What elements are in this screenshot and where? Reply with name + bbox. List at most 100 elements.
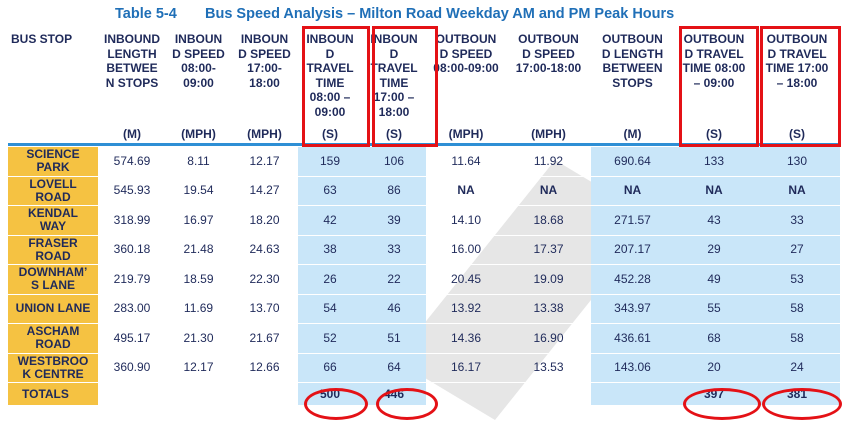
header-inbound-travel-time-pm: INBOUN D TRAVEL TIME 17:00 –18:00: [370, 32, 418, 119]
cell-outbound-speed-am: 11.64: [426, 146, 506, 176]
cell-outbound-travel-time-pm: 58: [754, 293, 840, 324]
cell-outbound-travel-time-am: 68: [674, 323, 754, 353]
table-number: Table 5-4: [115, 6, 177, 22]
cell-bus-stop: DOWNHAM’ S LANE: [8, 264, 98, 294]
cell-inbound-travel-time-pm: 51: [362, 323, 426, 353]
cell-outbound-speed-am: 14.36: [426, 323, 506, 353]
cell-inbound-travel-time-am: 38: [298, 234, 362, 265]
total-inbound-travel-time-pm: 446: [362, 382, 426, 405]
cell-outbound-speed-am: 14.10: [426, 205, 506, 235]
header-inbound-speed-am: INBOUN D SPEED 08:00- 09:00: [172, 32, 225, 90]
cell-outbound-length: 436.61: [591, 323, 674, 353]
totals-label: TOTALS: [8, 382, 98, 405]
cell-outbound-speed-pm: 19.09: [506, 264, 591, 294]
cell-outbound-travel-time-am: 49: [674, 264, 754, 294]
cell-inbound-speed-pm: 21.67: [231, 323, 298, 353]
total-inbound-speed-pm: [231, 382, 298, 405]
cell-outbound-length: 143.06: [591, 352, 674, 383]
unit-bus-stop: [8, 125, 98, 143]
cell-outbound-length: 343.97: [591, 293, 674, 324]
table-row: UNION LANE 283.00 11.69 13.70 54 46 13.92 13.38…: [8, 293, 840, 324]
cell-inbound-speed-pm: 22.30: [231, 264, 298, 294]
cell-inbound-travel-time-am: 26: [298, 264, 362, 294]
cell-outbound-speed-am: NA: [426, 175, 506, 206]
cell-inbound-travel-time-pm: 22: [362, 264, 426, 294]
cell-inbound-travel-time-pm: 33: [362, 234, 426, 265]
cell-inbound-travel-time-pm: 64: [362, 352, 426, 383]
total-outbound-speed-pm: [506, 382, 591, 405]
cell-inbound-speed-am: 18.59: [166, 264, 231, 294]
cell-outbound-speed-pm: NA: [506, 175, 591, 206]
cell-inbound-travel-time-pm: 46: [362, 293, 426, 324]
total-outbound-length: [591, 382, 674, 405]
table-title: Table 5-4 Bus Speed Analysis – Milton Ro…: [0, 4, 855, 24]
cell-outbound-speed-pm: 13.53: [506, 352, 591, 383]
cell-inbound-travel-time-pm: 106: [362, 146, 426, 176]
total-inbound-length: [98, 382, 166, 405]
cell-inbound-length: 360.18: [98, 234, 166, 265]
cell-outbound-travel-time-pm: 130: [754, 146, 840, 176]
cell-bus-stop: SCIENCE PARK: [8, 146, 98, 176]
cell-inbound-length: 360.90: [98, 352, 166, 383]
cell-outbound-speed-am: 16.00: [426, 234, 506, 265]
cell-outbound-travel-time-am: 133: [674, 146, 754, 176]
header-bus-stop: BUS STOP: [11, 32, 73, 46]
cell-inbound-speed-am: 21.30: [166, 323, 231, 353]
cell-outbound-travel-time-pm: 27: [754, 234, 840, 265]
cell-inbound-travel-time-am: 52: [298, 323, 362, 353]
header-outbound-length: OUTBOUN D LENGTH BETWEEN STOPS: [601, 32, 664, 90]
table-caption: Bus Speed Analysis – Milton Road Weekday…: [205, 6, 675, 22]
cell-outbound-length: 207.17: [591, 234, 674, 265]
table-row: DOWNHAM’ S LANE 219.79 18.59 22.30 26 22 20.45 1…: [8, 264, 840, 294]
total-outbound-speed-am: [426, 382, 506, 405]
cell-outbound-travel-time-pm: 24: [754, 352, 840, 383]
unit-inbound-speed-am: (MPH): [181, 127, 216, 141]
unit-outbound-speed-pm: (MPH): [531, 127, 566, 141]
cell-bus-stop: KENDAL WAY: [8, 205, 98, 235]
unit-row: (M) (MPH) (MPH) (S) (S) (MPH) (MPH) (M) (S) (S): [8, 125, 840, 143]
total-outbound-travel-time-pm: 381: [754, 382, 840, 405]
cell-outbound-travel-time-pm: NA: [754, 175, 840, 206]
total-outbound-travel-time-am: 397: [674, 382, 754, 405]
cell-inbound-travel-time-am: 54: [298, 293, 362, 324]
cell-inbound-speed-am: 11.69: [166, 293, 231, 324]
table-row: WESTBROO K CENTRE 360.90 12.17 12.66 66 64 16.1…: [8, 352, 840, 383]
cell-inbound-travel-time-am: 42: [298, 205, 362, 235]
cell-inbound-length: 495.17: [98, 323, 166, 353]
cell-inbound-speed-am: 19.54: [166, 175, 231, 206]
cell-inbound-travel-time-pm: 86: [362, 175, 426, 206]
cell-inbound-length: 545.93: [98, 175, 166, 206]
header-outbound-speed-am: OUTBOUN D SPEED 08:00-09:00: [433, 32, 499, 75]
unit-inbound-travel-time-am: (S): [322, 127, 338, 141]
cell-bus-stop: WESTBROO K CENTRE: [8, 352, 98, 383]
cell-inbound-speed-pm: 13.70: [231, 293, 298, 324]
cell-outbound-travel-time-pm: 53: [754, 264, 840, 294]
cell-outbound-length: 452.28: [591, 264, 674, 294]
cell-inbound-speed-am: 8.11: [166, 146, 231, 176]
cell-outbound-travel-time-am: 43: [674, 205, 754, 235]
cell-inbound-travel-time-pm: 39: [362, 205, 426, 235]
cell-outbound-speed-am: 16.17: [426, 352, 506, 383]
unit-inbound-travel-time-pm: (S): [386, 127, 402, 141]
cell-bus-stop: FRASER ROAD: [8, 234, 98, 265]
table-row: FRASER ROAD 360.18 21.48 24.63 38 33 16.00 17.37…: [8, 234, 840, 265]
cell-outbound-speed-pm: 17.37: [506, 234, 591, 265]
cell-outbound-travel-time-am: 29: [674, 234, 754, 265]
cell-inbound-length: 219.79: [98, 264, 166, 294]
cell-inbound-speed-pm: 12.66: [231, 352, 298, 383]
cell-outbound-speed-am: 20.45: [426, 264, 506, 294]
table-row: ASCHAM ROAD 495.17 21.30 21.67 52 51 14.36 16.90…: [8, 323, 840, 353]
cell-outbound-speed-pm: 16.90: [506, 323, 591, 353]
header-inbound-travel-time-am: INBOUN D TRAVEL TIME 08:00 –09:00: [306, 32, 354, 119]
cell-outbound-speed-pm: 13.38: [506, 293, 591, 324]
header-outbound-travel-time-am: OUTBOUN D TRAVEL TIME 08:00– 09:00: [682, 32, 746, 90]
cell-outbound-speed-am: 13.92: [426, 293, 506, 324]
cell-outbound-length: 690.64: [591, 146, 674, 176]
cell-inbound-travel-time-am: 159: [298, 146, 362, 176]
cell-outbound-speed-pm: 18.68: [506, 205, 591, 235]
header-outbound-speed-pm: OUTBOUN D SPEED 17:00-18:00: [515, 32, 582, 75]
cell-inbound-length: 318.99: [98, 205, 166, 235]
unit-outbound-travel-time-am: (S): [706, 127, 722, 141]
cell-inbound-speed-pm: 14.27: [231, 175, 298, 206]
cell-inbound-speed-pm: 24.63: [231, 234, 298, 265]
